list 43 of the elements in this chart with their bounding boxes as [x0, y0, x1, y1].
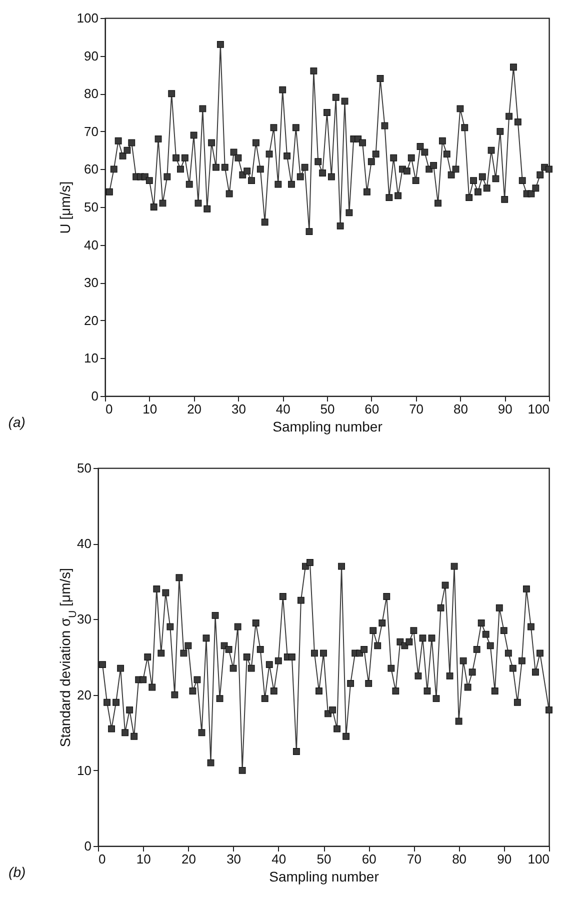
y-tick-label: 40: [84, 237, 98, 252]
x-tick-label: 100: [528, 852, 550, 866]
y-tick-label: 70: [84, 124, 98, 139]
x-tick-label: 20: [181, 852, 196, 866]
x-tick-label: 20: [187, 402, 202, 416]
text: (a): [8, 414, 26, 430]
y-axis-title: U [μm/s]: [56, 181, 73, 234]
y-tick-label: 60: [84, 162, 98, 177]
x-tick-label: 10: [136, 852, 151, 866]
y-tick-label: 30: [84, 275, 98, 290]
y-tick-label: 90: [84, 48, 98, 64]
x-tick-label: 40: [276, 402, 290, 416]
x-tick-label: 0: [106, 402, 113, 416]
y-tick-label: 20: [77, 687, 92, 702]
x-tick-label: 60: [364, 402, 380, 416]
y-tick-label: 40: [77, 536, 92, 552]
text: (b): [8, 864, 26, 880]
x-tick-label: 30: [231, 402, 246, 416]
y-tick-label: 80: [84, 86, 98, 102]
x-axis-title: Sampling number: [272, 418, 383, 434]
x-tick-label: 50: [316, 852, 332, 866]
y-tick-label: 0: [84, 838, 92, 854]
x-axis-title: Sampling number: [269, 868, 380, 884]
y-tick-label: 10: [84, 350, 98, 366]
x-tick-label: 90: [497, 852, 512, 866]
y-tick-label: 30: [77, 612, 92, 627]
x-tick-label: 100: [528, 402, 550, 416]
x-tick-label: 80: [452, 852, 467, 866]
y-tick-label: 10: [77, 762, 92, 778]
x-tick-label: 30: [226, 852, 242, 866]
x-tick-label: 40: [272, 852, 286, 866]
x-tick-label: 80: [453, 402, 468, 416]
y-tick-label: 50: [77, 460, 92, 476]
y-tick-label: 50: [84, 200, 98, 214]
x-tick-label: 70: [409, 402, 424, 416]
x-tick-label: 70: [406, 852, 422, 866]
x-tick-label: 50: [320, 402, 335, 416]
x-tick-label: 10: [142, 402, 158, 416]
y-tick-label: 20: [84, 312, 98, 328]
y-tick-label: 0: [91, 388, 98, 404]
x-tick-label: 90: [498, 402, 512, 416]
x-tick-label: 60: [362, 852, 376, 866]
y-tick-label: 100: [76, 10, 98, 26]
